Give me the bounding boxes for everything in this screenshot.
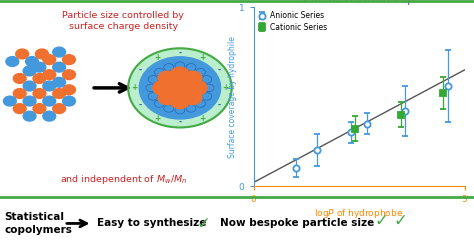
Circle shape [170,80,190,96]
Text: -: - [218,101,221,110]
Text: -: - [178,118,182,127]
Text: Easy to synthesize: Easy to synthesize [97,218,207,228]
Circle shape [164,63,174,71]
Circle shape [23,96,36,106]
Circle shape [63,70,75,80]
Circle shape [53,89,65,98]
Circle shape [158,90,177,105]
X-axis label: log$\mathit{P}$ of hydrophobe: log$\mathit{P}$ of hydrophobe [314,207,404,220]
Text: +: + [200,53,206,62]
Circle shape [13,104,26,114]
Circle shape [43,81,56,91]
Circle shape [23,81,36,91]
Circle shape [175,106,185,114]
Text: +: + [154,114,160,123]
Circle shape [148,93,158,100]
Circle shape [186,105,196,112]
Text: +: + [154,53,160,62]
Circle shape [23,111,36,121]
Text: +: + [222,83,228,93]
Circle shape [204,84,214,92]
Circle shape [23,66,36,76]
Circle shape [128,48,232,127]
Circle shape [13,74,26,83]
Circle shape [43,96,56,106]
Circle shape [146,84,156,92]
Text: ✓: ✓ [393,212,407,230]
Circle shape [63,96,75,106]
Text: -: - [139,101,142,110]
Circle shape [181,80,195,91]
Text: +: + [131,83,137,93]
Text: ✓: ✓ [374,212,388,230]
Text: Particle size controlled by
surface charge density: Particle size controlled by surface char… [62,11,184,31]
Circle shape [165,78,180,90]
Circle shape [3,96,16,106]
Circle shape [148,76,158,83]
Circle shape [164,85,179,96]
Circle shape [172,89,186,100]
Circle shape [43,111,56,121]
Text: -: - [178,49,182,58]
Text: -: - [218,66,221,75]
Circle shape [6,57,19,66]
Circle shape [183,71,202,86]
Circle shape [155,68,164,76]
Circle shape [43,55,56,64]
Circle shape [26,57,38,66]
Circle shape [180,86,194,98]
Circle shape [53,47,65,57]
Y-axis label: Surface coverage by hydrophile: Surface coverage by hydrophile [228,36,237,158]
Circle shape [33,104,46,114]
Circle shape [63,85,75,95]
Title: Linear relationship: Linear relationship [304,0,414,5]
Circle shape [16,49,28,59]
Circle shape [186,63,196,71]
Circle shape [139,57,220,119]
Text: and independent of $\mathit{M}_w$/$\mathit{M}_n$: and independent of $\mathit{M}_w$/$\math… [60,173,187,186]
Circle shape [202,76,212,83]
Circle shape [53,77,65,87]
Circle shape [33,74,46,83]
Circle shape [164,105,174,112]
Circle shape [53,62,65,72]
Text: ✓: ✓ [197,215,210,232]
Text: +: + [200,114,206,123]
Circle shape [158,71,177,86]
Circle shape [36,49,48,59]
Circle shape [202,93,212,100]
Circle shape [43,70,56,80]
Circle shape [173,75,189,87]
Text: -: - [139,66,142,75]
Circle shape [155,100,164,107]
Circle shape [171,94,189,109]
Circle shape [196,68,205,76]
Circle shape [33,62,46,72]
Circle shape [153,81,172,95]
Circle shape [188,81,207,95]
Text: Statistical
copolymers: Statistical copolymers [5,212,73,235]
Circle shape [63,55,75,64]
Circle shape [33,89,46,98]
Circle shape [13,89,26,98]
Circle shape [175,62,185,69]
Legend: Anionic Series, Cationic Series: Anionic Series, Cationic Series [257,11,327,31]
Text: Now bespoke particle size: Now bespoke particle size [220,218,374,228]
Circle shape [183,90,202,105]
Circle shape [53,104,65,114]
Circle shape [196,100,205,107]
Circle shape [171,67,189,82]
